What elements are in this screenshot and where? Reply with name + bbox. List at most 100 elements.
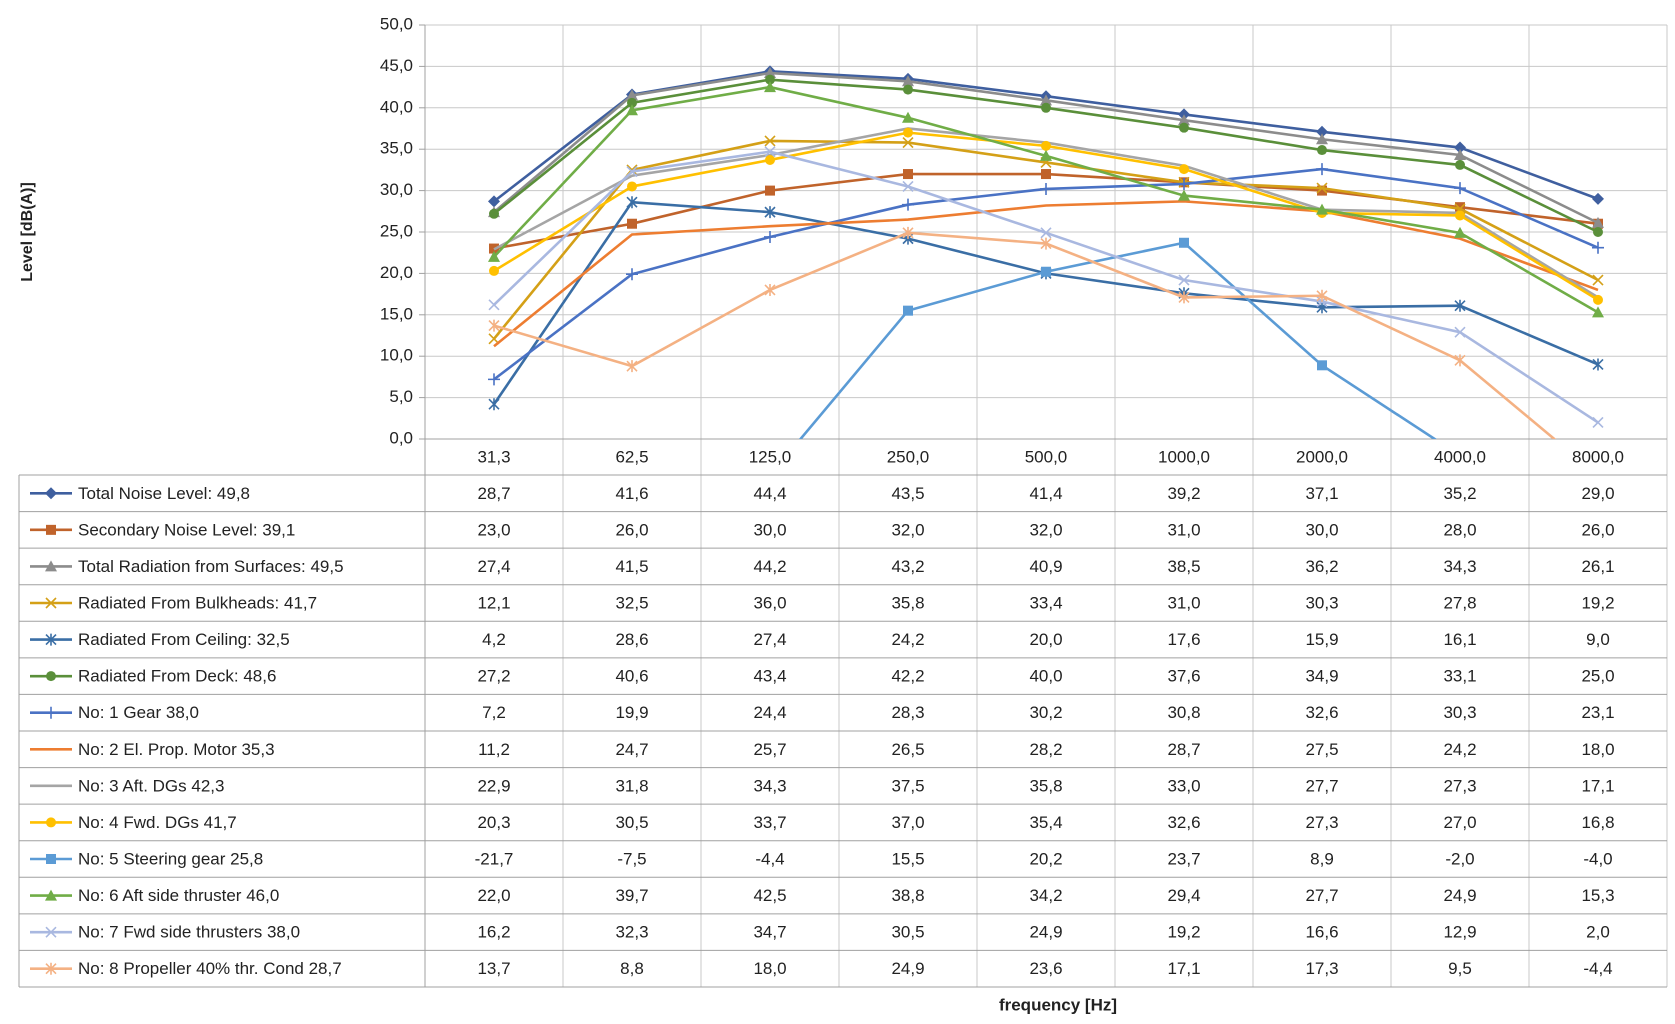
table-cell: 16,8	[1581, 813, 1614, 832]
table-cell: 27,7	[1305, 776, 1338, 795]
marker	[488, 319, 500, 332]
table-cell: 41,5	[615, 557, 648, 576]
table-cell: 32,5	[615, 593, 648, 612]
table-cell: 24,9	[1443, 886, 1476, 905]
marker	[488, 299, 500, 311]
table-cell: -4,4	[1583, 959, 1612, 978]
legend-label: No: 5 Steering gear 25,8	[78, 849, 263, 868]
x-tick-label: 2000,0	[1296, 447, 1348, 466]
table-cell: 28,7	[1167, 740, 1200, 759]
table-cell: 19,9	[615, 703, 648, 722]
marker	[1316, 289, 1328, 302]
table-cell: 27,4	[753, 630, 786, 649]
table-cell: 8,9	[1310, 849, 1334, 868]
marker	[1592, 306, 1604, 318]
marker	[45, 597, 57, 609]
series	[488, 163, 1604, 386]
table-cell: 35,8	[891, 593, 924, 612]
marker	[903, 84, 913, 95]
table-cell: 37,0	[891, 813, 924, 832]
table-cell: 27,5	[1305, 740, 1338, 759]
marker	[764, 206, 776, 219]
marker	[1592, 274, 1604, 286]
marker	[764, 146, 776, 158]
table-cell: 40,0	[1029, 667, 1062, 686]
legend-label: No: 7 Fwd side thrusters 38,0	[78, 923, 300, 942]
table-cell: 24,2	[1443, 740, 1476, 759]
table-cell: 20,3	[477, 813, 510, 832]
table-cell: 34,3	[1443, 557, 1476, 576]
marker	[488, 373, 500, 386]
marker	[488, 250, 500, 262]
marker	[764, 230, 776, 243]
marker	[489, 265, 499, 276]
table-cell: 37,1	[1305, 484, 1338, 503]
table-cell: 28,0	[1443, 520, 1476, 539]
marker	[489, 208, 499, 219]
marker	[1178, 274, 1190, 286]
series	[488, 135, 1604, 345]
table-cell: 30,0	[1305, 520, 1338, 539]
table-cell: 38,5	[1167, 557, 1200, 576]
marker	[1454, 182, 1466, 195]
table-cell: 29,0	[1581, 484, 1614, 503]
x-tick-label: 8000,0	[1572, 447, 1624, 466]
x-axis-title: frequency [Hz]	[999, 995, 1117, 1014]
x-tick-label: 250,0	[887, 447, 930, 466]
table-cell: 35,2	[1443, 484, 1476, 503]
marker	[903, 169, 913, 180]
table-cell: 33,1	[1443, 667, 1476, 686]
table-cell: 23,0	[477, 520, 510, 539]
marker	[626, 89, 638, 101]
table-cell: 37,6	[1167, 667, 1200, 686]
table-cell: 27,7	[1305, 886, 1338, 905]
legend-label: Radiated From Bulkheads: 41,7	[78, 593, 317, 612]
marker	[902, 198, 914, 211]
marker	[626, 104, 638, 116]
marker	[1455, 202, 1465, 213]
table-cell: 17,1	[1167, 959, 1200, 978]
marker	[1041, 102, 1051, 113]
table-cell: -4,4	[755, 849, 784, 868]
table-cell: 15,5	[891, 849, 924, 868]
series	[488, 226, 1557, 439]
marker	[1178, 189, 1190, 201]
marker	[1592, 241, 1604, 254]
table-cell: 17,1	[1581, 776, 1614, 795]
table-cell: 26,5	[891, 740, 924, 759]
marker	[45, 889, 57, 901]
marker	[1592, 358, 1604, 371]
series	[798, 237, 1438, 439]
legend-label: Total Radiation from Surfaces: 49,5	[78, 557, 344, 576]
table-cell: 17,6	[1167, 630, 1200, 649]
table-cell: 43,2	[891, 557, 924, 576]
table-cell: 24,9	[891, 959, 924, 978]
marker	[902, 226, 914, 239]
table-cell: 43,5	[891, 484, 924, 503]
legend-label: No: 6 Aft side thruster 46,0	[78, 886, 279, 905]
line	[493, 200, 1599, 348]
legend-label: No: 8 Propeller 40% thr. Cond 28,7	[78, 959, 342, 978]
marker	[1592, 416, 1604, 429]
marker	[1040, 227, 1052, 239]
table-cell: 30,3	[1443, 703, 1476, 722]
y-tick-label: 25,0	[380, 221, 413, 240]
marker	[45, 560, 57, 572]
marker	[1454, 141, 1466, 154]
table-cell: 27,4	[477, 557, 510, 576]
marker	[1178, 291, 1190, 304]
table-cell: 43,4	[753, 667, 786, 686]
marker	[1593, 294, 1603, 305]
table-cell: 24,7	[615, 740, 648, 759]
x-tick-label: 1000,0	[1158, 447, 1210, 466]
table-cell: 33,4	[1029, 593, 1062, 612]
marker	[1179, 237, 1189, 248]
series	[489, 74, 1603, 237]
x-tick-label: 31,3	[477, 447, 510, 466]
table-cell: 40,6	[615, 667, 648, 686]
legend-label: Secondary Noise Level: 39,1	[78, 520, 295, 539]
marker	[1455, 159, 1465, 170]
table-cell: 36,2	[1305, 557, 1338, 576]
